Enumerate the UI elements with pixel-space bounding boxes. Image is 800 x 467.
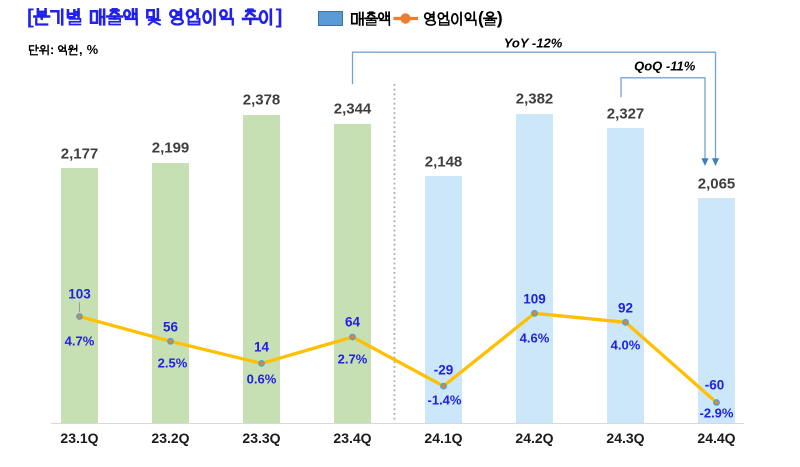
svg-text:%: % [87,42,99,57]
svg-text:]: ] [276,5,283,28]
svg-text:[: [ [27,5,34,28]
svg-text::: : [50,42,54,57]
svg-text:(: ( [478,8,484,28]
svg-text:): ) [496,8,502,28]
svg-text:,: , [79,42,83,57]
